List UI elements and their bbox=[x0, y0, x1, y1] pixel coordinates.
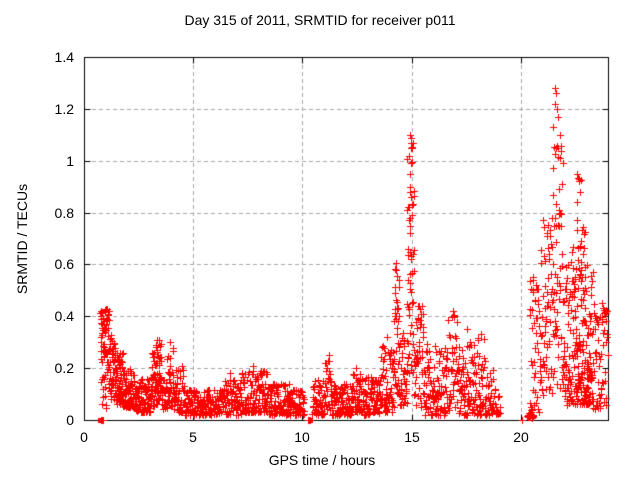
y-axis-label: SRMTID / TECUs bbox=[14, 183, 30, 295]
y-tick-label: 1 bbox=[66, 153, 74, 169]
x-tick-label: 15 bbox=[404, 429, 420, 445]
chart-title: Day 315 of 2011, SRMTID for receiver p01… bbox=[184, 12, 456, 28]
x-tick-label: 10 bbox=[294, 429, 310, 445]
x-tick-label: 20 bbox=[513, 429, 529, 445]
y-tick-label: 0.8 bbox=[54, 205, 74, 221]
x-axis-label: GPS time / hours bbox=[268, 452, 376, 468]
x-tick-label: 0 bbox=[80, 429, 88, 445]
x-tick-label: 5 bbox=[189, 429, 197, 445]
y-tick-label: 0 bbox=[66, 412, 74, 428]
y-tick-label: 0.6 bbox=[54, 256, 74, 272]
y-tick-label: 0.4 bbox=[54, 308, 74, 324]
y-tick-label: 1.2 bbox=[54, 101, 74, 117]
y-tick-label: 1.4 bbox=[54, 49, 74, 65]
y-tick-label: 0.2 bbox=[54, 360, 74, 376]
